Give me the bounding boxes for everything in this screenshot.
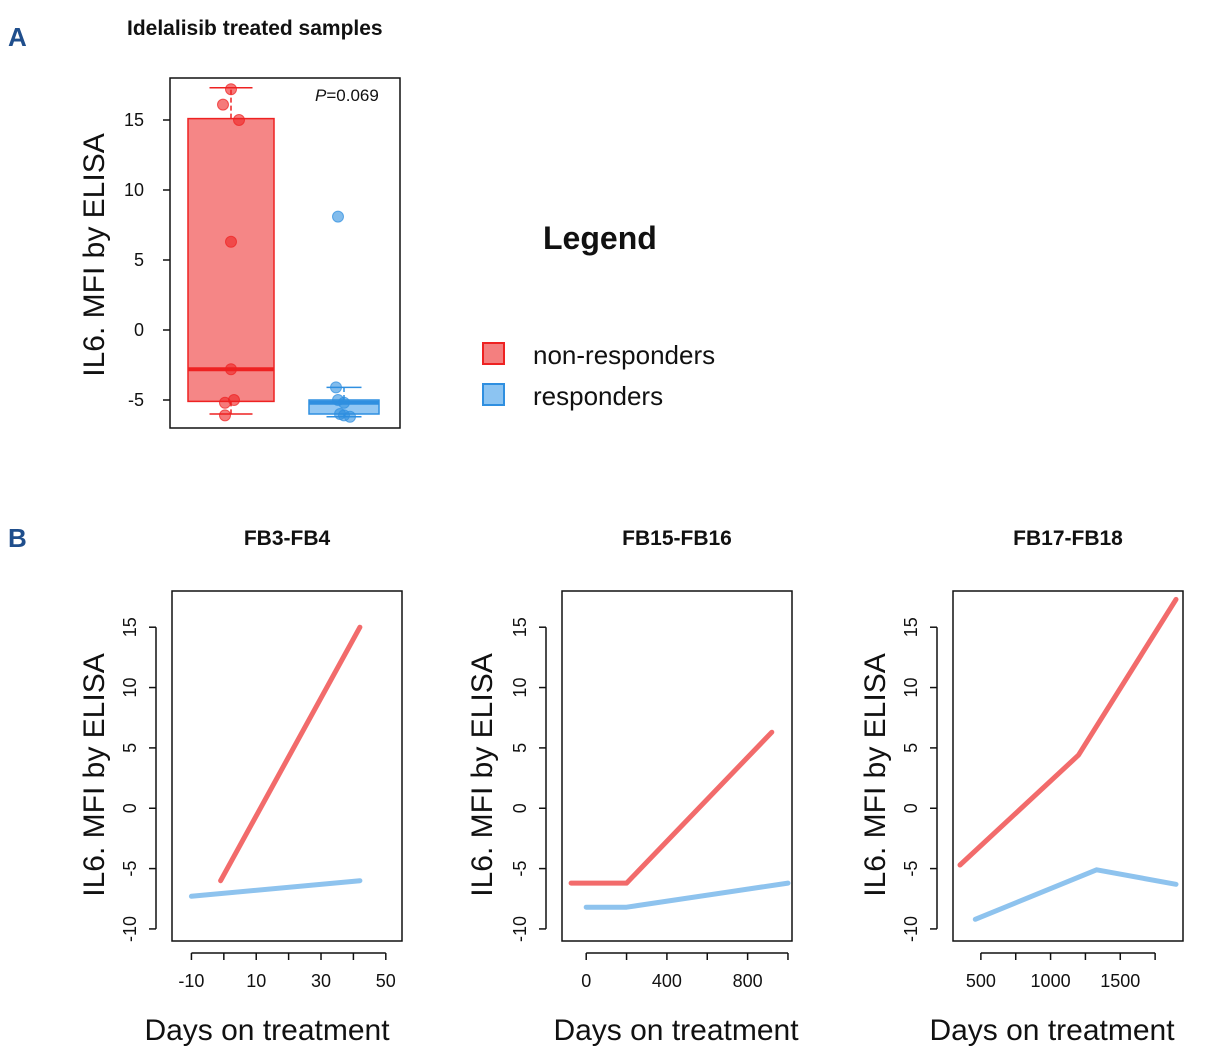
y-tick-label: -10 [510, 916, 530, 942]
plot-lines-fb17-fb18 [957, 596, 1179, 922]
y-tick-label: 0 [134, 320, 144, 340]
x-tick-label: 50 [376, 971, 396, 991]
legend-item-non-responders: non-responders [482, 340, 715, 370]
legend-label-non-responders: non-responders [533, 340, 715, 370]
plot-frame-fb3-fb4 [171, 590, 403, 942]
y-tick-label: 5 [901, 743, 921, 753]
y-tick-label: 10 [120, 678, 140, 698]
y-tick-label: 5 [510, 743, 530, 753]
plot-frame-fb17-fb18 [952, 590, 1184, 942]
panel-a-frame [169, 77, 401, 429]
non-responders-point [225, 83, 237, 96]
plot-ylabel-fb15-fb16: IL6. MFI by ELISA [466, 653, 499, 896]
plot-axes-fb3-fb4: -10 -5 0 5 10 15 -10 10 30 50 [120, 617, 396, 991]
y-tick-label: -5 [901, 861, 921, 877]
panel-a-ylabel: IL6. MFI by ELISA [78, 133, 111, 376]
responders-point [344, 410, 356, 423]
x-tick-label: 800 [733, 971, 763, 991]
plot-lines-fb15-fb16 [568, 729, 791, 910]
legend-title: Legend [543, 220, 657, 256]
panel-a-boxplot [187, 83, 380, 423]
responders-point [330, 381, 342, 394]
non-responders-line [568, 729, 775, 886]
y-tick-label: -5 [128, 390, 144, 410]
plot-axes-fb15-fb16: -10 -5 0 5 10 15 0 400 800 [510, 617, 789, 991]
legend-label-responders: responders [533, 381, 663, 411]
responders-point [338, 396, 350, 409]
plot-title-fb17-fb18: FB17-FB18 [1013, 527, 1123, 550]
plot-xlabel-fb3-fb4: Days on treatment [144, 1014, 390, 1047]
y-tick-label: -10 [901, 916, 921, 942]
non-responders-line [218, 624, 363, 884]
plot-ylabel-fb3-fb4: IL6. MFI by ELISA [78, 653, 111, 896]
y-tick-label: -10 [120, 916, 140, 942]
plot-axes-fb17-fb18: -10 -5 0 5 10 15 500 1000 1500 [901, 617, 1156, 991]
x-tick-label: 400 [652, 971, 682, 991]
y-tick-label: 0 [901, 803, 921, 813]
x-tick-label: 1000 [1031, 971, 1071, 991]
y-tick-label: 10 [901, 678, 921, 698]
x-tick-label: 500 [966, 971, 996, 991]
non-responders-point [225, 235, 237, 248]
y-tick-label: 0 [510, 803, 530, 813]
y-tick-label: 15 [124, 110, 144, 130]
x-tick-label: 30 [311, 971, 331, 991]
legend-swatch-responders [482, 383, 505, 406]
y-tick-label: -5 [120, 861, 140, 877]
plot-xlabel-fb17-fb18: Days on treatment [929, 1014, 1175, 1047]
x-tick-label: -10 [178, 971, 204, 991]
non-responders-point [219, 409, 231, 422]
panel-a-title: Idelalisib treated samples [127, 17, 383, 40]
non-responders-point [219, 396, 231, 409]
y-tick-label: 5 [120, 743, 140, 753]
non-responders-point [217, 98, 229, 111]
plot-ylabel-fb17-fb18: IL6. MFI by ELISA [859, 653, 892, 896]
plot-title-fb15-fb16: FB15-FB16 [622, 527, 732, 550]
y-tick-label: 15 [901, 617, 921, 637]
y-tick-label: 15 [510, 617, 530, 637]
legend-swatch-non-responders [482, 342, 505, 365]
panel-a-p-value: P=0.069 [315, 86, 379, 105]
y-tick-label: 0 [120, 803, 140, 813]
panel-b-letter: B [8, 523, 27, 553]
responders-line [583, 880, 791, 910]
y-tick-label: 5 [134, 250, 144, 270]
non-responders-point [225, 363, 237, 376]
x-tick-label: 10 [246, 971, 266, 991]
y-tick-label: 15 [120, 617, 140, 637]
y-tick-label: -5 [510, 861, 530, 877]
responders-line [972, 867, 1179, 922]
non-responders-box [187, 117, 275, 403]
plot-lines-fb3-fb4 [188, 624, 363, 899]
panel-a-letter: A [8, 22, 27, 52]
responders-line [188, 878, 363, 899]
legend-item-responders: responders [482, 381, 663, 411]
plot-title-fb3-fb4: FB3-FB4 [244, 527, 331, 550]
x-tick-label: 0 [581, 971, 591, 991]
plot-xlabel-fb15-fb16: Days on treatment [553, 1014, 799, 1047]
responders-point [332, 210, 344, 223]
plot-frame-fb15-fb16 [561, 590, 793, 942]
non-responders-point [233, 114, 245, 126]
non-responders-line [957, 596, 1179, 868]
x-tick-label: 1500 [1100, 971, 1140, 991]
panel-a-y-axis: -5 0 5 10 15 [124, 110, 170, 410]
y-tick-label: 10 [124, 180, 144, 200]
y-tick-label: 10 [510, 678, 530, 698]
